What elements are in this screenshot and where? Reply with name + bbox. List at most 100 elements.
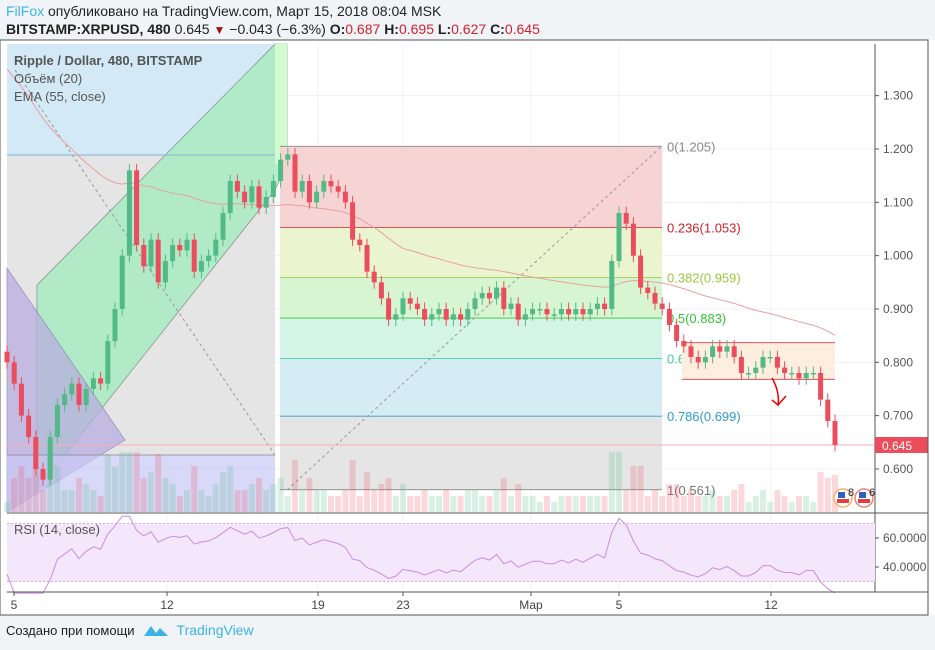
volume-bar (788, 502, 795, 512)
candle-body (458, 314, 464, 320)
candle-body (198, 260, 204, 272)
candle (803, 366, 809, 385)
candle-body (393, 314, 399, 320)
candle (234, 174, 240, 199)
candle-body (191, 239, 197, 272)
legend-rsi[interactable]: RSI (14, close) (14, 522, 100, 537)
volume-bar (176, 496, 183, 512)
candle (472, 291, 478, 316)
candle (810, 366, 816, 380)
volume-bar (191, 466, 198, 512)
candle-body (148, 239, 154, 267)
volume-bar (428, 496, 435, 512)
candle-body (364, 244, 370, 272)
volume-bar (356, 496, 363, 512)
volume-bar (385, 478, 392, 512)
candle-body (630, 223, 636, 256)
volume-bar (666, 484, 673, 512)
candle-body (83, 388, 89, 405)
candle-body (141, 244, 147, 267)
candle (400, 291, 406, 321)
candle (299, 174, 305, 199)
legend-title: Ripple / Dollar, 480, BITSTAMP (14, 53, 203, 68)
candle (393, 307, 399, 327)
candle-body (429, 314, 435, 320)
candle (818, 366, 824, 407)
candle-body (681, 340, 687, 347)
candle-body (350, 202, 356, 240)
candle (378, 275, 384, 305)
event-count: 8 (848, 487, 854, 499)
candle (40, 462, 46, 487)
volume-bar (716, 496, 723, 512)
legend-ema[interactable]: EMA (55, close) (14, 89, 106, 104)
low-value: 0.627 (451, 21, 487, 37)
volume-bar (76, 478, 82, 512)
candle-body (40, 468, 46, 480)
candle-body (551, 314, 557, 316)
candle-body (486, 292, 492, 299)
volume-bar (148, 472, 154, 512)
candle (530, 302, 536, 321)
volume-bar (421, 490, 428, 512)
volume-bar (738, 484, 745, 512)
volume-bar (508, 496, 514, 512)
candle-body (299, 180, 305, 192)
candle (796, 366, 802, 385)
volume-bar (119, 452, 126, 512)
candle-body (508, 303, 514, 309)
candle (508, 297, 514, 316)
candle-body (738, 356, 744, 373)
candle-body (33, 436, 39, 469)
candle (119, 249, 125, 316)
candle (33, 430, 39, 476)
volume-bar (443, 490, 450, 512)
fib-zone (280, 277, 662, 319)
event-count: 6 (869, 487, 875, 499)
candle-body (724, 346, 730, 352)
candle (501, 281, 507, 316)
flag-stripe (837, 499, 849, 503)
volume-bar (349, 460, 356, 512)
volume-bar (320, 490, 327, 512)
volume-bar (702, 496, 709, 512)
candle (616, 206, 622, 268)
volume-bar (234, 490, 241, 512)
candle-body (659, 303, 665, 309)
price-tick-label: 1.100 (883, 195, 913, 209)
candle (98, 371, 104, 391)
volume-bar (472, 490, 478, 512)
volume-bar (371, 490, 378, 512)
volume-bar (11, 478, 18, 512)
volume-bar (824, 478, 831, 512)
candle (767, 350, 773, 364)
volume-bar (335, 496, 342, 512)
candle-body (623, 212, 629, 224)
ema-line (6, 68, 836, 336)
volume-bar (83, 484, 90, 512)
date-tick-label: 12 (764, 598, 778, 612)
tradingview-logo-icon (143, 626, 168, 636)
candle-body (530, 308, 536, 315)
candle-body (587, 308, 593, 315)
candle-body (328, 180, 334, 187)
volume-bar (464, 490, 471, 512)
candle (62, 387, 68, 412)
candle (645, 281, 651, 300)
candle (587, 302, 593, 321)
volume-bar (97, 496, 104, 512)
candle-body (26, 415, 32, 437)
volume-bar (378, 484, 385, 512)
author-link[interactable]: FilFox (6, 3, 45, 19)
tradingview-link[interactable]: TradingView (176, 622, 254, 638)
candle-body (832, 420, 838, 445)
candle (350, 195, 356, 247)
candle-body (717, 346, 723, 352)
candle (83, 382, 89, 412)
legend-volume[interactable]: Объём (20) (14, 71, 83, 86)
candle-body (69, 383, 75, 395)
volume-bar (810, 502, 817, 512)
price-tick-label: 0.900 (883, 302, 913, 316)
last-price-label: 0.645 (882, 439, 912, 453)
